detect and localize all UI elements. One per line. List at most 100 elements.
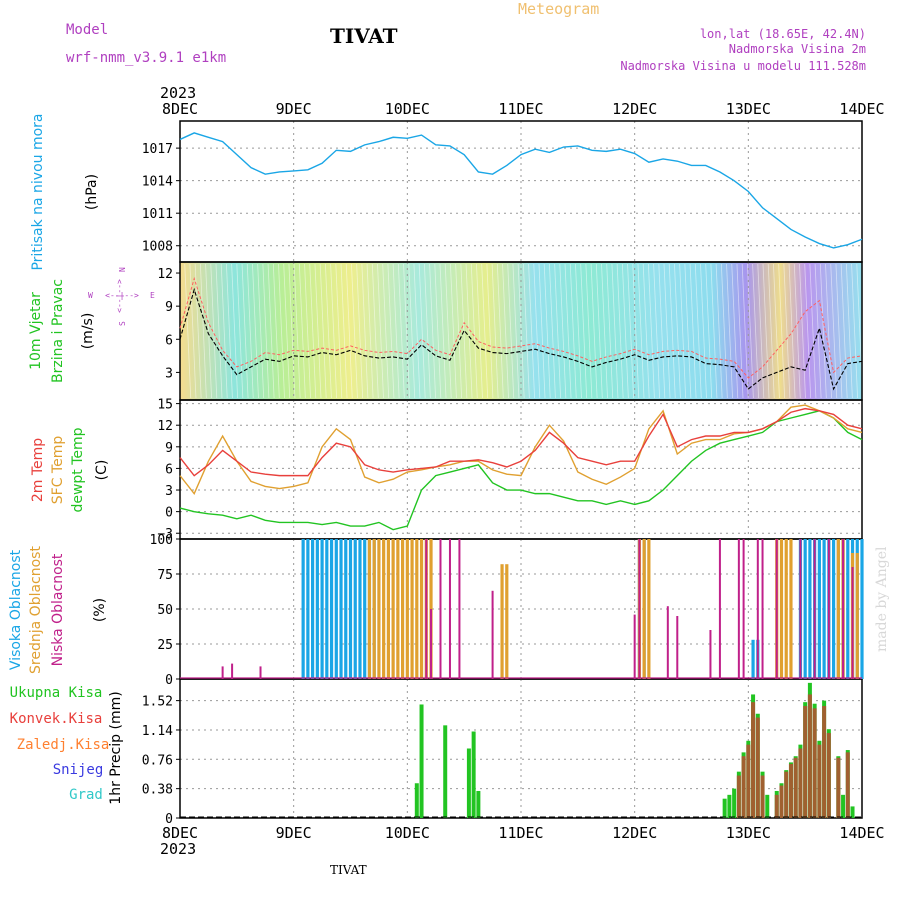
precip-bar bbox=[793, 757, 798, 818]
wind-barb bbox=[257, 263, 265, 399]
cloud-bar-mid bbox=[410, 539, 414, 679]
cloud-bar-high bbox=[803, 539, 807, 679]
wind-barb bbox=[397, 263, 405, 399]
wind-barb bbox=[262, 263, 270, 399]
cloud-bar-high bbox=[751, 639, 755, 679]
wind-barb bbox=[387, 263, 395, 399]
x-tick-label-top: 14DEC bbox=[839, 100, 884, 118]
wind-barb bbox=[835, 263, 843, 399]
wind-barb bbox=[601, 263, 608, 399]
precip-bar bbox=[471, 731, 476, 818]
precip-bar bbox=[803, 706, 808, 818]
wind-barb bbox=[189, 263, 197, 399]
cloud-bar-mid bbox=[400, 539, 405, 679]
wind-barb bbox=[377, 263, 384, 399]
x-tick-label-top: 10DEC bbox=[385, 100, 430, 118]
precip-legend-item: Konvek.Kisa bbox=[10, 711, 103, 727]
wind-barb bbox=[210, 263, 218, 399]
x-tick-label-bottom: 14DEC bbox=[839, 824, 884, 842]
cloud-bar-low bbox=[813, 539, 816, 679]
cloud-bar-low bbox=[259, 666, 262, 679]
cloud-bar-high bbox=[344, 539, 348, 679]
y-tick-label: 25 bbox=[157, 638, 173, 653]
wind-barb bbox=[757, 263, 765, 399]
y-tick-label: 1011 bbox=[142, 207, 173, 222]
panel-pressure: 1017 1014 1011 1008 bbox=[142, 120, 863, 263]
wind-barb bbox=[715, 263, 723, 399]
wind-barb bbox=[569, 263, 577, 399]
wind-barb bbox=[580, 263, 588, 399]
cloud-bar-low bbox=[742, 539, 745, 679]
wind-barb bbox=[429, 263, 436, 399]
cloud-bar-low bbox=[458, 539, 461, 679]
precip-bar bbox=[807, 694, 812, 818]
wind-barb bbox=[778, 263, 786, 399]
precip-axis-title: 1hr Precip (mm) bbox=[108, 691, 124, 804]
wind-barb bbox=[403, 263, 410, 399]
cloud-bar-mid bbox=[372, 539, 376, 679]
footer-station: TIVAT bbox=[330, 863, 367, 877]
wind-barb bbox=[199, 263, 207, 399]
cloud-bar-low bbox=[666, 606, 669, 679]
wind-barb bbox=[272, 263, 280, 399]
wind-barb bbox=[804, 263, 812, 399]
pressure-unit: (hPa) bbox=[84, 174, 100, 210]
wind-barb bbox=[793, 263, 801, 399]
high-cloud-axis-title: Visoka Oblacnost bbox=[8, 549, 24, 670]
x-tick-label-top: 11DEC bbox=[498, 100, 543, 118]
cloud-bar-high bbox=[329, 539, 334, 679]
wind-barb bbox=[481, 263, 489, 399]
wind-barb bbox=[476, 263, 483, 399]
cloud-bar-low bbox=[430, 609, 433, 679]
x-tick-label-bottom: 10DEC bbox=[385, 824, 430, 842]
wind-barb bbox=[465, 263, 473, 399]
cloud-bar-high bbox=[306, 539, 310, 679]
wind-barb bbox=[679, 263, 687, 399]
wind-barb bbox=[830, 263, 838, 399]
wind-barb bbox=[533, 263, 541, 399]
year-bottom: 2023 bbox=[160, 840, 196, 858]
precip-bar bbox=[476, 790, 481, 818]
wind-barb bbox=[585, 263, 593, 399]
wind-barb bbox=[674, 263, 681, 399]
x-tick-label-bottom: 8DEC bbox=[162, 824, 198, 842]
cloud-bar-low bbox=[221, 666, 224, 679]
pressure-line bbox=[179, 132, 863, 249]
wind-barb bbox=[304, 263, 311, 399]
cloud-bar-high bbox=[334, 539, 338, 679]
cloud-bar-mid bbox=[391, 539, 395, 679]
cloud-bar-high bbox=[301, 539, 305, 679]
wind-barb bbox=[783, 263, 791, 399]
panel-precip: 1.52 1.14 0.76 0.38 0 bbox=[142, 678, 863, 827]
sfc-temp-axis-title: SFC Temp bbox=[50, 436, 66, 505]
precip-bar bbox=[736, 775, 741, 818]
header: Model wrf-nmm_v3.9.1 e1km TIVAT Meteogra… bbox=[66, 0, 890, 877]
wind-barb bbox=[809, 263, 817, 399]
wind-barb bbox=[559, 263, 567, 399]
wind-barb bbox=[637, 263, 645, 399]
cloud-bar-mid bbox=[386, 539, 390, 679]
cloud-bar-high bbox=[348, 539, 353, 679]
wind-barb bbox=[351, 263, 358, 399]
panel-temperature: 15 12 9 6 3 0 −3 bbox=[157, 398, 863, 542]
cloud-bar-low bbox=[439, 539, 442, 679]
cloud-bar-high bbox=[860, 539, 864, 679]
wind-barb bbox=[361, 263, 369, 399]
wind-barb bbox=[694, 263, 702, 399]
cloud-bar-mid bbox=[419, 539, 424, 679]
precip-bar bbox=[812, 708, 817, 818]
cloud-bar-low bbox=[709, 630, 712, 679]
precip-bar bbox=[788, 763, 793, 818]
wind-barb bbox=[496, 263, 504, 399]
cloud-bar-low bbox=[425, 539, 428, 679]
low-cloud-axis-title: Niska Oblacnost bbox=[50, 553, 66, 666]
wind-barb bbox=[491, 263, 499, 399]
wind-axis-title: 10m Vjetar bbox=[28, 292, 44, 370]
station-title: TIVAT bbox=[330, 24, 398, 48]
cloud-bar-mid bbox=[505, 564, 509, 679]
wind-barb bbox=[418, 263, 426, 399]
cloud-bar-mid bbox=[405, 539, 409, 679]
wind-barb bbox=[788, 263, 796, 399]
wind-barb bbox=[345, 263, 353, 399]
